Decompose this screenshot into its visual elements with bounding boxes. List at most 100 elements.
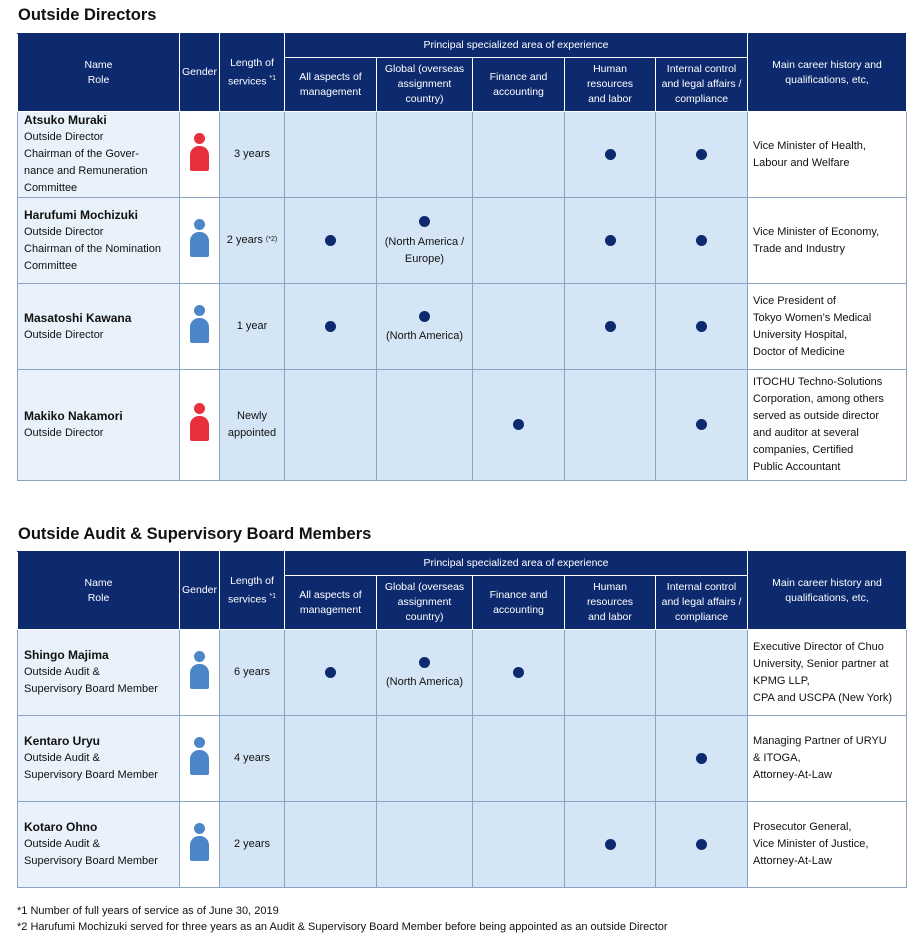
career-history-cell: ITOCHU Techno-Solutions Corporation, amo…	[747, 369, 908, 481]
career-history-cell: Managing Partner of URYU & ITOGA, Attorn…	[747, 715, 908, 802]
member-name: Harufumi Mochizuki	[24, 207, 139, 222]
experience-dot-icon	[696, 148, 708, 160]
experience-header-compliance: Internal control and legal affairs / com…	[654, 57, 749, 112]
experience-header-global: Global (overseas assignment country)	[376, 575, 473, 630]
experience-cell-finance	[472, 629, 565, 716]
experience-cell-global	[376, 111, 473, 198]
female-person-icon	[190, 132, 209, 171]
member-name: Makiko Nakamori	[24, 409, 123, 423]
experience-cell-management	[284, 111, 377, 198]
male-person-icon	[190, 736, 209, 775]
experience-cell-hr	[564, 629, 656, 716]
member-role: Outside Director	[24, 427, 104, 439]
length-of-service: 4 years	[233, 752, 271, 764]
experience-dot-icon	[604, 838, 616, 850]
outside-auditors-table: Name Role Gender Length of services *1 Pr…	[17, 551, 908, 888]
table-row: Kentaro Uryu Outside Audit & Supervisory …	[17, 715, 908, 802]
length-of-service-cell: 2 years (*2)	[219, 197, 285, 284]
global-region-note: (North America)	[385, 330, 464, 342]
experience-cell-finance	[472, 111, 565, 198]
person-head	[194, 132, 205, 144]
table-row: Makiko Nakamori Outside Director Newly app…	[17, 369, 908, 481]
member-name-cell: Kotaro Ohno Outside Audit & Supervisory B…	[17, 801, 180, 888]
member-role: Outside Audit & Supervisory Board Member	[24, 838, 158, 867]
experience-header-global: Global (overseas assignment country)	[376, 57, 473, 112]
member-name: Shingo Majima	[24, 648, 109, 662]
length-header: Length of services *1	[219, 551, 285, 630]
experience-cell-compliance	[654, 715, 749, 802]
experience-cell-compliance	[654, 197, 749, 284]
length-header: Length of services *1	[219, 33, 285, 112]
experience-cell-management	[284, 801, 377, 888]
experience-cell-management	[284, 197, 377, 284]
experience-dot-icon	[513, 419, 524, 431]
person-head	[194, 650, 205, 662]
gender-cell	[179, 801, 220, 888]
member-name-cell: Atsuko Muraki Outside Director Chairman o…	[17, 111, 180, 198]
member-name: Masatoshi Kawana	[24, 310, 132, 325]
experience-cell-global	[376, 369, 473, 481]
experience-header-hr: Human resources and labor	[564, 57, 656, 112]
gender-cell	[179, 369, 220, 481]
male-person-icon	[190, 304, 209, 343]
person-head	[194, 822, 205, 834]
member-role: Outside Audit & Supervisory Board Member	[24, 666, 158, 695]
length-of-service: Newly appointed	[227, 410, 277, 439]
length-of-service: 2 years	[226, 234, 263, 246]
career-history-cell: Vice Minister of Economy, Trade and Indu…	[747, 197, 908, 284]
footnote-2: *2 Harufumi Mochizuki served for three y…	[17, 921, 668, 933]
female-person-icon	[190, 403, 209, 441]
length-of-service-cell: 6 years	[219, 629, 285, 716]
experience-cell-compliance	[654, 369, 749, 481]
experience-cell-global: (North America / Europe)	[376, 197, 473, 284]
experience-group-header: Principal specialized area of experience	[283, 33, 749, 58]
experience-dot-icon	[325, 666, 336, 678]
experience-cell-global: (North America)	[376, 283, 473, 370]
experience-cell-finance	[472, 283, 565, 370]
experience-cell-management	[284, 283, 377, 370]
career-header: Main career history and qualifications, …	[747, 551, 908, 630]
male-person-icon	[190, 650, 209, 689]
experience-cell-management	[284, 369, 377, 481]
length-of-service-cell: 2 years	[219, 801, 285, 888]
member-role: Outside Director Chairman of the Nominat…	[24, 225, 161, 272]
career-header: Main career history and qualifications, …	[747, 33, 908, 112]
experience-group-header: Principal specialized area of experience	[283, 551, 749, 576]
experience-dot-icon	[696, 838, 708, 850]
person-head	[194, 403, 205, 414]
length-of-service: 1 year	[236, 320, 268, 332]
auditors-section-title: Outside Audit & Supervisory Board Member…	[18, 525, 372, 543]
experience-cell-finance	[472, 197, 565, 284]
person-body	[190, 317, 209, 343]
experience-cell-hr	[564, 283, 656, 370]
gender-cell	[179, 283, 220, 370]
experience-header-management: All aspects of management	[284, 575, 377, 630]
member-name: Kotaro Ohno	[24, 820, 98, 834]
experience-cell-compliance	[654, 629, 749, 716]
experience-dot-icon	[419, 656, 430, 668]
experience-cell-global: (North America)	[376, 629, 473, 716]
table-row: Kotaro Ohno Outside Audit & Supervisory B…	[17, 801, 908, 888]
length-of-service: 3 years	[233, 148, 271, 160]
length-of-service-cell: 1 year	[219, 283, 285, 370]
table-row: Atsuko Muraki Outside Director Chairman o…	[17, 111, 908, 198]
name-role-header: Name Role	[17, 33, 180, 112]
gender-cell	[179, 111, 220, 198]
experience-header-compliance: Internal control and legal affairs / com…	[654, 575, 749, 630]
experience-dot-icon	[604, 234, 616, 246]
experience-dot-icon	[604, 320, 616, 332]
experience-dot-icon	[604, 148, 616, 160]
member-name-cell: Shingo Majima Outside Audit & Supervisory…	[17, 629, 180, 716]
experience-cell-hr	[564, 801, 656, 888]
experience-dot-icon	[419, 216, 430, 228]
experience-cell-finance	[472, 715, 565, 802]
length-of-service: 6 years	[233, 666, 271, 678]
member-name-cell: Harufumi Mochizuki Outside Director Chair…	[17, 197, 180, 284]
male-person-icon	[190, 218, 209, 257]
global-region-note: (North America)	[385, 676, 464, 688]
experience-dot-icon	[696, 234, 708, 246]
member-role: Outside Director	[24, 328, 104, 341]
outside-directors-table: Name Role Gender Length of services *1 Pr…	[17, 33, 908, 481]
person-body	[190, 231, 209, 257]
experience-dot-icon	[696, 752, 708, 764]
